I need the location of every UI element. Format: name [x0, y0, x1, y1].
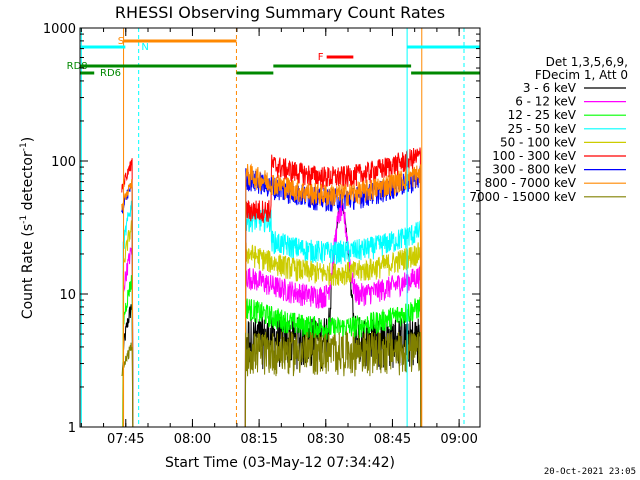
x-tick-label-4: 08:30 [307, 432, 344, 447]
legend-label-2: 6 - 12 keV [515, 95, 577, 109]
flag-label-f: F [318, 52, 324, 63]
series-line-orbit2-9 [244, 330, 422, 428]
legend-label-3: 12 - 25 keV [508, 108, 577, 122]
legend-label-4: 25 - 50 keV [508, 122, 577, 136]
legend-label-9: 7000 - 15000 keV [469, 190, 576, 204]
legend-label-6: 100 - 300 keV [492, 149, 576, 163]
flag-label-s: S [118, 36, 124, 47]
y-axis-label-end: ) [20, 137, 36, 142]
legend-label-8: 800 - 7000 keV [485, 176, 577, 190]
y-tick-label-2: 10 [59, 288, 76, 303]
flag-label-rd6: RD6 [100, 68, 121, 79]
y-axis-label-main: Count Rate (s [20, 224, 36, 319]
x-tick-label-6: 09:00 [440, 432, 477, 447]
series-line-orbit2-3 [244, 296, 422, 428]
x-tick-label-1: 07:45 [107, 432, 144, 447]
legend: Det 1,3,5,6,9,FDecim 1, Att 03 - 6 keV6 … [469, 55, 628, 204]
y-tick-label-3: 100 [51, 155, 76, 170]
y-tick-label-4: 1000 [43, 22, 76, 37]
plot-area: N S RD8 RD6 F [67, 28, 480, 428]
x-tick-label-2: 08:00 [174, 432, 211, 447]
legend-header-2: FDecim 1, Att 0 [535, 68, 628, 82]
series-line-orbit2-2 [244, 200, 422, 428]
x-axis-label: Start Time (03-May-12 07:34:42) [165, 455, 395, 471]
y-axis-label-exp2: -1 [19, 142, 29, 151]
legend-label-7: 300 - 800 keV [492, 163, 576, 177]
x-tick-label-5: 08:45 [374, 432, 411, 447]
y-axis-label: Count Rate (s-1 detector-1) [19, 137, 36, 319]
plot-frame [79, 27, 481, 428]
y-tick-label-1: 1 [68, 421, 76, 436]
flag-label-rd8: RD8 [67, 61, 88, 72]
y-axis-label-mid: detector [20, 151, 36, 215]
legend-label-5: 50 - 100 keV [500, 135, 577, 149]
series-line-orbit2-8 [244, 163, 422, 428]
series-line-orbit2-4 [244, 208, 422, 428]
x-tick-label-3: 08:15 [240, 432, 277, 447]
legend-label-1: 3 - 6 keV [523, 81, 577, 95]
footer-timestamp: 20-Oct-2021 23:05 [544, 467, 636, 477]
axes: 07:45 08:00 08:15 08:30 08:45 09:00 1 10 100 1000 [43, 22, 480, 447]
chart-title: RHESSI Observing Summary Count Rates [115, 3, 445, 22]
y-axis-label-exp1: -1 [19, 215, 29, 224]
flag-label-n: N [141, 42, 148, 53]
legend-header-1: Det 1,3,5,6,9, [546, 55, 628, 69]
series-line-orbit2-5 [244, 242, 422, 428]
